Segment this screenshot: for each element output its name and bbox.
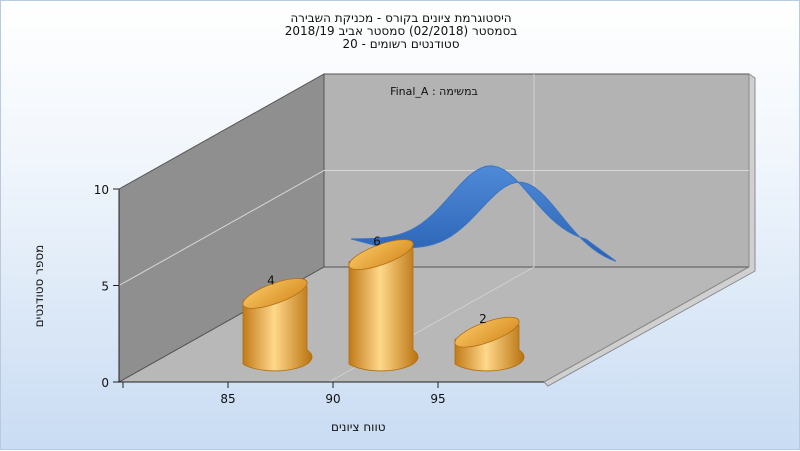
x-axis-label: טווח ציונים	[331, 420, 386, 434]
y-tick-label: 0	[101, 376, 109, 390]
x-tick-label: 85	[220, 392, 235, 406]
data-label: 4	[267, 273, 275, 287]
y-axis-label: מספר סטודנטים	[32, 244, 46, 328]
distribution-curve	[350, 165, 617, 262]
chart-title: היסטוגרמת ציונים בקורס - מכניקת השבירה ב…	[1, 12, 800, 51]
y-tick-label: 10	[94, 183, 109, 197]
x-tick-label: 95	[430, 392, 445, 406]
bar-cap	[348, 239, 414, 270]
data-label: 2	[479, 312, 487, 326]
data-label: 6	[373, 235, 381, 249]
bar-cap	[454, 316, 520, 348]
bar	[348, 239, 419, 372]
chart-title-line-2: בסמסטר (02/2018) סמסטר אביב 2018/19	[284, 24, 518, 38]
grid-line	[118, 170, 749, 286]
annotation-label: במשימה : Final_A	[390, 85, 478, 98]
bar	[242, 278, 313, 372]
y-tick-label: 5	[101, 280, 109, 294]
x-tick-label: 90	[325, 392, 340, 406]
bar	[454, 316, 525, 372]
right-edge	[543, 73, 756, 387]
chart-title-line-3: סטודנטים רשומים - 20	[342, 37, 460, 51]
bar-body	[348, 247, 419, 372]
bar-cap	[242, 278, 308, 309]
chart-title-line-1: היסטוגרמת ציונים בקורס - מכניקת השבירה	[290, 11, 512, 25]
